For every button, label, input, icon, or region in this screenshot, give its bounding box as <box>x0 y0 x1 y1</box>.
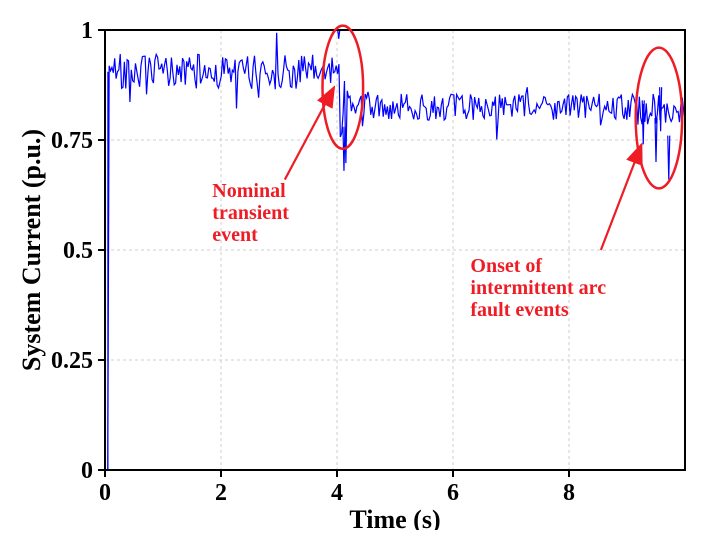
y-axis-label: System Current (p.u.) <box>17 129 46 371</box>
ytick-label: 0.5 <box>63 238 93 264</box>
xtick-label: 6 <box>447 480 459 506</box>
chart-svg: 0 2 4 6 8 0 0.25 0.5 0.75 1 Time (s) System Current… <box>10 10 710 530</box>
x-axis-label: Time (s) <box>349 505 440 530</box>
xtick-label: 0 <box>99 480 111 506</box>
xtick-label: 2 <box>215 480 227 506</box>
ytick-label: 0.25 <box>51 348 93 374</box>
current-chart: 0 2 4 6 8 0 0.25 0.5 0.75 1 Time (s) System Current… <box>10 10 710 530</box>
ytick-label: 1 <box>81 18 93 44</box>
xtick-label: 4 <box>331 480 343 506</box>
ytick-label: 0 <box>81 458 93 484</box>
ytick-label: 0.75 <box>51 128 93 154</box>
xtick-label: 8 <box>563 480 575 506</box>
